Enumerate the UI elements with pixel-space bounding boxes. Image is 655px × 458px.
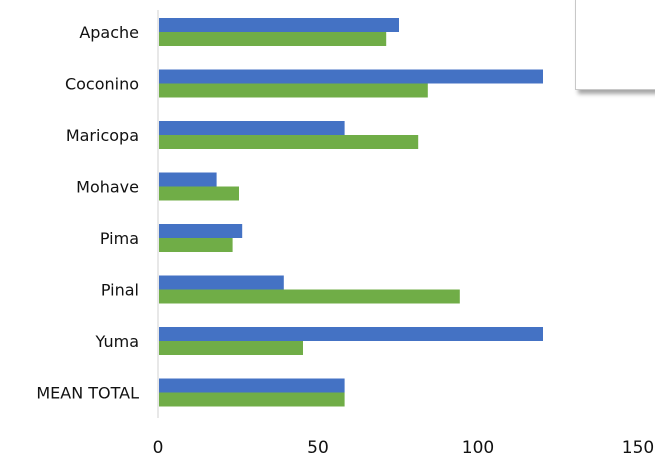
x-tick-label: 0 bbox=[153, 438, 164, 458]
bar-apache-series-2 bbox=[159, 32, 387, 46]
bar-coconino-series-1 bbox=[159, 69, 543, 84]
bar-mohave-series-2 bbox=[159, 186, 239, 201]
x-tick-label: 50 bbox=[307, 438, 329, 458]
bar-pima-series-2 bbox=[159, 238, 233, 252]
x-axis-tick-labels: 0 50 100 150 bbox=[153, 438, 655, 458]
category-label: MEAN TOTAL bbox=[36, 384, 139, 403]
bar-pinal-series-2 bbox=[159, 289, 460, 304]
bar-apache-series-1 bbox=[159, 18, 399, 32]
category-label: Maricopa bbox=[66, 126, 139, 145]
bar-yuma-series-2 bbox=[159, 341, 303, 355]
bar-pinal-series-1 bbox=[159, 275, 284, 290]
bars-layer bbox=[159, 18, 543, 407]
bar-yuma-series-1 bbox=[159, 327, 543, 341]
category-label: Pima bbox=[100, 229, 139, 248]
legend-box bbox=[575, 0, 655, 90]
bar-maricopa-series-1 bbox=[159, 121, 345, 135]
category-label: Mohave bbox=[76, 178, 139, 197]
category-label: Yuma bbox=[95, 332, 139, 351]
category-label: Coconino bbox=[65, 75, 139, 94]
bar-maricopa-series-2 bbox=[159, 135, 419, 149]
bar-mean-total-series-2 bbox=[159, 392, 345, 407]
category-labels: Apache Coconino Maricopa Mohave Pima Pinal Yum… bbox=[36, 23, 139, 403]
bar-pima-series-1 bbox=[159, 224, 243, 238]
bar-mean-total-series-1 bbox=[159, 378, 345, 393]
x-tick-label: 100 bbox=[462, 438, 494, 458]
bar-mohave-series-1 bbox=[159, 172, 217, 187]
bar-coconino-series-2 bbox=[159, 83, 428, 98]
category-label: Apache bbox=[79, 23, 139, 42]
x-tick-label: 150 bbox=[622, 438, 654, 458]
category-label: Pinal bbox=[101, 281, 139, 300]
